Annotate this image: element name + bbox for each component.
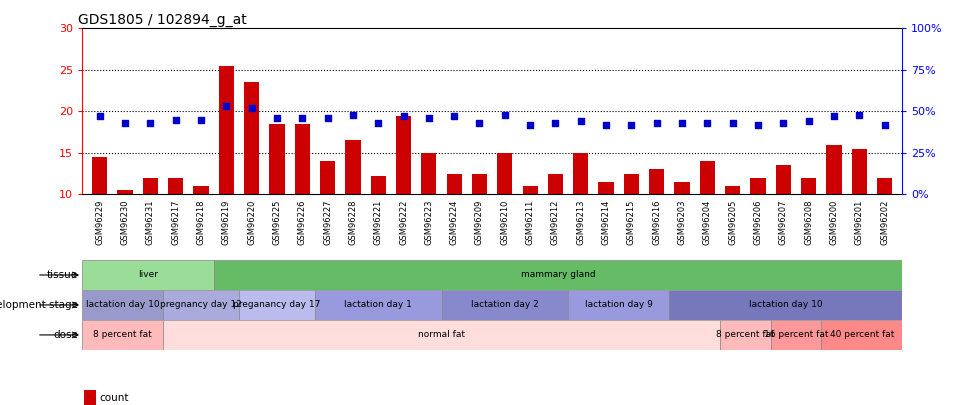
Bar — [852, 149, 867, 194]
Text: 8 percent fat: 8 percent fat — [716, 330, 775, 339]
Bar — [422, 153, 436, 194]
Point — [269, 115, 285, 121]
Point — [244, 105, 260, 111]
Bar — [269, 124, 285, 194]
Bar — [442, 290, 568, 320]
Bar — [598, 182, 614, 194]
Bar — [623, 174, 639, 194]
Point — [877, 122, 893, 128]
Text: development stage: development stage — [0, 300, 78, 310]
Point — [92, 113, 107, 119]
Point — [396, 113, 411, 119]
Text: lactation day 2: lactation day 2 — [471, 301, 538, 309]
Bar — [821, 320, 902, 350]
Bar — [649, 169, 664, 194]
Bar — [720, 320, 771, 350]
Bar — [315, 290, 442, 320]
Bar — [320, 161, 335, 194]
Point — [675, 120, 690, 126]
Point — [750, 122, 765, 128]
Point — [319, 115, 335, 121]
Text: normal fat: normal fat — [418, 330, 465, 339]
Bar — [447, 174, 462, 194]
Bar — [82, 260, 213, 290]
Bar — [396, 115, 411, 194]
Text: 16 percent fat: 16 percent fat — [763, 330, 828, 339]
Bar — [193, 186, 208, 194]
Point — [371, 120, 386, 126]
Text: dose: dose — [53, 330, 78, 340]
Point — [700, 120, 715, 126]
Bar — [573, 153, 589, 194]
Text: lactation day 9: lactation day 9 — [585, 301, 652, 309]
Point — [219, 103, 234, 110]
Point — [294, 115, 310, 121]
Text: count: count — [99, 393, 129, 403]
Point — [826, 113, 841, 119]
Point — [168, 116, 183, 123]
Bar — [219, 66, 234, 194]
Point — [118, 120, 133, 126]
Bar — [700, 161, 715, 194]
Point — [776, 120, 791, 126]
Bar — [163, 320, 720, 350]
Text: tissue: tissue — [46, 270, 78, 280]
Point — [143, 120, 158, 126]
Bar — [877, 178, 893, 194]
Bar — [294, 124, 310, 194]
Point — [725, 120, 740, 126]
Bar — [213, 260, 902, 290]
Text: lactation day 1: lactation day 1 — [345, 301, 412, 309]
Point — [573, 118, 589, 125]
Bar — [548, 174, 563, 194]
Bar — [82, 290, 163, 320]
Bar — [244, 82, 260, 194]
Point — [497, 111, 512, 118]
Bar — [239, 290, 315, 320]
Bar — [82, 320, 163, 350]
Point — [548, 120, 564, 126]
Text: liver: liver — [138, 271, 158, 279]
Bar — [143, 178, 158, 194]
Bar — [751, 178, 765, 194]
Point — [623, 122, 639, 128]
Point — [598, 122, 614, 128]
Bar — [345, 141, 361, 194]
Bar — [92, 157, 107, 194]
Point — [193, 116, 208, 123]
Point — [421, 115, 436, 121]
Bar — [168, 178, 183, 194]
Bar — [472, 174, 487, 194]
Bar — [826, 145, 841, 194]
Point — [522, 122, 538, 128]
Text: pregnancy day 12: pregnancy day 12 — [160, 301, 242, 309]
Bar — [371, 176, 386, 194]
Text: lactation day 10: lactation day 10 — [86, 301, 159, 309]
Point — [447, 113, 462, 119]
Bar — [776, 165, 791, 194]
Bar — [675, 182, 690, 194]
Bar — [725, 186, 740, 194]
Text: 8 percent fat: 8 percent fat — [94, 330, 152, 339]
Text: 40 percent fat: 40 percent fat — [830, 330, 894, 339]
Bar — [771, 320, 821, 350]
Point — [851, 111, 867, 118]
Bar — [497, 153, 512, 194]
Point — [472, 120, 487, 126]
Bar — [801, 178, 816, 194]
Point — [345, 111, 361, 118]
Bar — [568, 290, 670, 320]
Text: lactation day 10: lactation day 10 — [749, 301, 822, 309]
Bar — [522, 186, 538, 194]
Point — [649, 120, 665, 126]
Text: preganancy day 17: preganancy day 17 — [234, 301, 320, 309]
Bar — [163, 290, 239, 320]
Bar — [670, 290, 902, 320]
Text: GDS1805 / 102894_g_at: GDS1805 / 102894_g_at — [78, 13, 247, 27]
Point — [801, 118, 816, 125]
Text: mammary gland: mammary gland — [521, 271, 595, 279]
Bar — [118, 190, 132, 194]
